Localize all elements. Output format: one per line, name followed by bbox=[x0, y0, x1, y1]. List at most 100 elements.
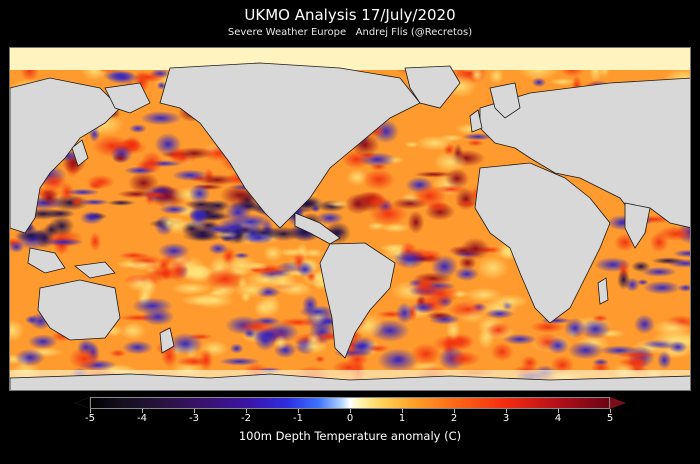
anomaly-patch bbox=[636, 279, 649, 286]
anomaly-patch bbox=[546, 337, 570, 355]
anomaly-patch bbox=[144, 191, 167, 199]
anomaly-patch bbox=[489, 68, 504, 84]
land-masses bbox=[10, 62, 690, 390]
colorbar-tick-label: 3 bbox=[502, 413, 510, 424]
india-landmass bbox=[624, 202, 651, 249]
kamchatka-landmass bbox=[104, 82, 151, 114]
anomaly-patch bbox=[580, 319, 611, 340]
anomaly-patch bbox=[109, 349, 127, 358]
anomaly-patch bbox=[199, 348, 214, 371]
anomaly-patch bbox=[117, 190, 155, 199]
anomaly-patch bbox=[79, 198, 110, 206]
anomaly-patch bbox=[567, 341, 604, 360]
anomaly-patch bbox=[172, 169, 209, 182]
anomaly-patch bbox=[643, 280, 681, 295]
colorbar-gradient bbox=[90, 397, 610, 409]
anomaly-patch bbox=[302, 248, 325, 258]
page-subtitle: Severe Weather Europe Andrej Flis (@Recr… bbox=[227, 27, 473, 38]
anomaly-patch bbox=[122, 135, 142, 153]
anomaly-patch bbox=[380, 223, 411, 233]
anomaly-patch bbox=[140, 111, 182, 126]
anomaly-patch bbox=[14, 348, 46, 367]
anomaly-patch bbox=[377, 348, 419, 373]
anomaly-patch bbox=[188, 184, 211, 204]
anomaly-patch bbox=[68, 347, 102, 371]
anomaly-patch bbox=[447, 301, 489, 318]
anomaly-patch bbox=[106, 199, 136, 206]
anomaly-patch bbox=[362, 168, 396, 191]
colorbar-tick-label: -3 bbox=[189, 413, 199, 424]
anomaly-patch bbox=[413, 274, 438, 298]
anomaly-patch bbox=[171, 282, 212, 295]
anomaly-patch bbox=[89, 232, 102, 251]
anomaly-patch bbox=[161, 266, 172, 281]
anomaly-patch bbox=[349, 336, 377, 356]
anomaly-patch bbox=[395, 302, 414, 324]
new-zealand-landmass bbox=[159, 327, 175, 354]
anomaly-patch bbox=[433, 151, 468, 173]
anomaly-patch bbox=[668, 340, 688, 354]
anomaly-patch bbox=[205, 268, 246, 291]
anomaly-patch bbox=[325, 200, 351, 208]
anomaly-patch bbox=[657, 351, 672, 370]
anomaly-patch bbox=[490, 342, 514, 362]
colorbar-tick-label: 1 bbox=[398, 413, 406, 424]
anomaly-patch bbox=[188, 210, 211, 221]
eurasia-landmass bbox=[479, 77, 690, 228]
anomaly-patch bbox=[531, 77, 547, 88]
anomaly-patch bbox=[277, 248, 308, 257]
anomaly-patch bbox=[550, 355, 575, 375]
anomaly-patch bbox=[131, 71, 166, 83]
anomaly-patch bbox=[466, 139, 484, 147]
anomaly-patch bbox=[615, 351, 656, 359]
anomaly-patch bbox=[640, 266, 678, 277]
anomaly-map bbox=[9, 47, 691, 391]
colorbar-tick-mark bbox=[194, 409, 195, 413]
anomaly-patch bbox=[485, 322, 511, 339]
colorbar-tick-mark bbox=[350, 409, 351, 413]
anomaly-patch bbox=[617, 270, 631, 290]
anomaly-patch bbox=[10, 241, 25, 253]
anomaly-patch bbox=[454, 266, 480, 282]
anomaly-patch bbox=[672, 249, 690, 258]
anomaly-patch bbox=[415, 135, 455, 151]
anomaly-patch bbox=[263, 245, 283, 262]
anomaly-patch bbox=[244, 261, 270, 271]
anomaly-patch bbox=[298, 305, 337, 318]
anomaly-patch bbox=[106, 71, 139, 85]
anomaly-patch bbox=[87, 180, 104, 191]
anomaly-patch bbox=[677, 283, 690, 292]
colorbar-tick-label: -2 bbox=[241, 413, 251, 424]
anomaly-patch bbox=[48, 215, 75, 237]
anomaly-patch bbox=[564, 317, 586, 339]
anomaly-patch bbox=[484, 308, 515, 319]
anomaly-patch bbox=[369, 202, 408, 226]
colorbar-tick-label: 4 bbox=[554, 413, 562, 424]
anomaly-patch bbox=[236, 320, 277, 333]
new-guinea-landmass bbox=[74, 261, 116, 279]
anomaly-patch bbox=[128, 124, 147, 134]
anomaly-patch bbox=[651, 257, 686, 265]
anomaly-patch bbox=[158, 242, 190, 260]
anomaly-patch bbox=[455, 200, 480, 208]
greenland-landmass bbox=[404, 65, 461, 109]
east-asia-landmass bbox=[10, 77, 121, 234]
colorbar bbox=[90, 397, 610, 409]
colorbar-tick-label: -5 bbox=[85, 413, 95, 424]
anomaly-patch bbox=[444, 168, 470, 189]
uk-landmass bbox=[469, 109, 483, 133]
colorbar-label: 100m Depth Temperature anomaly (C) bbox=[238, 429, 462, 443]
madagascar-landmass bbox=[597, 277, 609, 305]
anomaly-patch bbox=[404, 141, 420, 148]
anomaly-patch bbox=[208, 242, 229, 255]
colorbar-tick-label: 5 bbox=[606, 413, 614, 424]
anomaly-patch bbox=[633, 314, 656, 335]
colorbar-tick-label: 0 bbox=[346, 413, 354, 424]
colorbar-tick-mark bbox=[506, 409, 507, 413]
colorbar-tick-label: -4 bbox=[137, 413, 147, 424]
anomaly-patch bbox=[476, 255, 509, 280]
colorbar-tick-mark bbox=[142, 409, 143, 413]
colorbar-tick-label: -1 bbox=[293, 413, 303, 424]
anomaly-patch bbox=[140, 151, 164, 174]
anomaly-patch bbox=[65, 188, 100, 196]
